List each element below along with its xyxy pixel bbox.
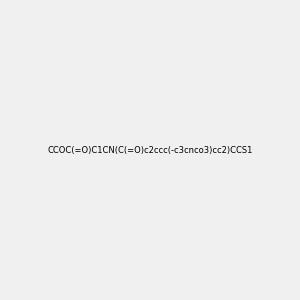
Text: CCOC(=O)C1CN(C(=O)c2ccc(-c3cnco3)cc2)CCS1: CCOC(=O)C1CN(C(=O)c2ccc(-c3cnco3)cc2)CCS…: [47, 146, 253, 154]
